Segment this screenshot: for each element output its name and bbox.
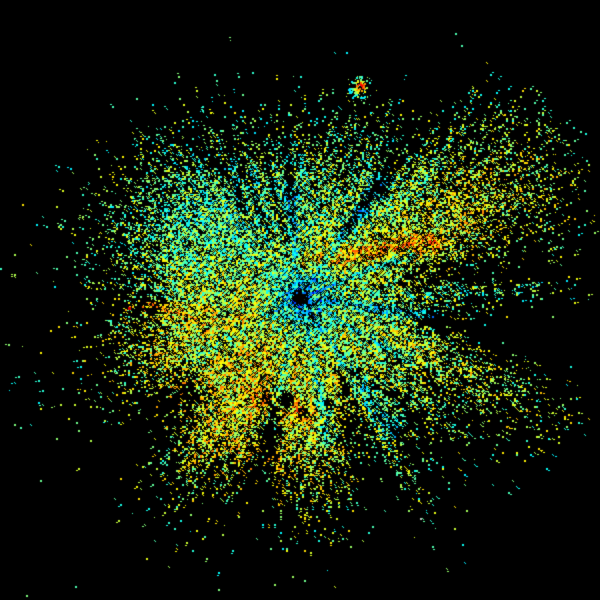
scan-canvas bbox=[0, 0, 600, 600]
screenshot-root bbox=[0, 0, 600, 600]
